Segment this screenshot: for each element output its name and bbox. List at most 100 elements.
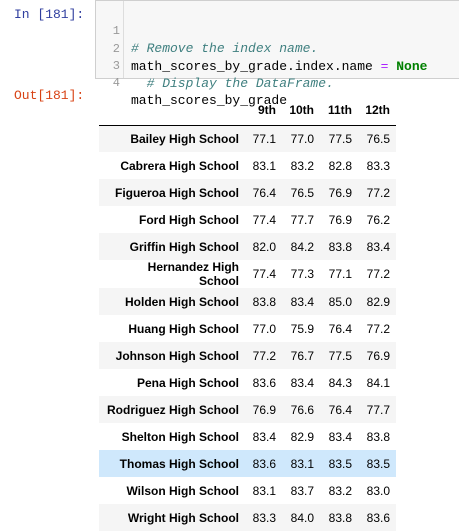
row-index-label: Hernandez High School bbox=[147, 260, 239, 288]
table-cell: 76.2 bbox=[366, 212, 390, 227]
code-line: 2 math_scores_by_grade.index.name = None bbox=[96, 24, 428, 74]
table-cell: 83.3 bbox=[252, 510, 276, 525]
table-cell: 83.6 bbox=[252, 456, 276, 471]
table-row: Figueroa High School 76.4 76.5 76.9 77.2 bbox=[99, 179, 396, 206]
code-text: # Display the DataFrame. bbox=[131, 75, 334, 92]
table-cell: 77.2 bbox=[366, 321, 390, 336]
table-cell: 83.5 bbox=[328, 456, 352, 471]
table-cell: 83.4 bbox=[290, 294, 314, 309]
table-cell: 77.5 bbox=[328, 348, 352, 363]
table-row: Holden High School 83.8 83.4 85.0 82.9 bbox=[99, 288, 396, 315]
row-index-label: Rodriguez High School bbox=[107, 402, 239, 417]
table-cell: 83.3 bbox=[366, 158, 390, 173]
table-cell: 76.6 bbox=[290, 402, 314, 417]
row-index-label: Wilson High School bbox=[126, 483, 239, 498]
code-text: math_scores_by_grade.index.name = None bbox=[131, 58, 427, 75]
column-header: 11th bbox=[320, 96, 358, 126]
table-cell: 83.6 bbox=[366, 510, 390, 525]
table-row: Ford High School 77.4 77.7 76.9 76.2 bbox=[99, 206, 396, 233]
code-line: 1 # Remove the index name. bbox=[96, 6, 318, 56]
table-row: Cabrera High School 83.1 83.2 82.8 83.3 bbox=[99, 152, 396, 179]
table-cell: 77.4 bbox=[252, 212, 276, 227]
dataframe-table: 9th 10th 11th 12th Bailey High School 77.… bbox=[99, 96, 396, 531]
input-prompt: In [181]: bbox=[14, 7, 85, 22]
line-number: 1 bbox=[112, 24, 120, 38]
code-cell[interactable]: 1 # Remove the index name. 2 math_scores… bbox=[95, 0, 459, 108]
table-cell: 83.5 bbox=[366, 456, 390, 471]
row-index-label: Ford High School bbox=[139, 212, 239, 227]
row-index-label: Pena High School bbox=[136, 375, 239, 390]
column-header: 9th bbox=[245, 96, 282, 126]
table-cell: 77.3 bbox=[290, 267, 314, 281]
table-cell: 82.9 bbox=[290, 429, 314, 444]
table-cell: 76.9 bbox=[328, 185, 352, 200]
table-row: Thomas High School 83.6 83.1 83.5 83.5 bbox=[99, 450, 396, 477]
table-row: Johnson High School 77.2 76.7 77.5 76.9 bbox=[99, 342, 396, 369]
header-row: 9th 10th 11th 12th bbox=[99, 96, 396, 126]
code-statement: math_scores_by_grade.index.name bbox=[131, 59, 381, 74]
table-cell: 83.2 bbox=[328, 483, 352, 498]
table-cell: 83.2 bbox=[290, 158, 314, 173]
row-index-label: Johnson High School bbox=[115, 348, 239, 363]
table-cell: 77.0 bbox=[252, 321, 276, 336]
table-cell: 76.9 bbox=[366, 348, 390, 363]
row-index-label: Huang High School bbox=[128, 321, 239, 336]
row-index-label: Griffin High School bbox=[129, 239, 239, 254]
output-prompt: Out[181]: bbox=[14, 88, 85, 103]
table-row: Huang High School 77.0 75.9 76.4 77.2 bbox=[99, 315, 396, 342]
line-number: 4 bbox=[112, 76, 120, 90]
column-header: 10th bbox=[282, 96, 320, 126]
table-cell: 85.0 bbox=[328, 294, 352, 309]
table-cell: 83.8 bbox=[252, 294, 276, 309]
table-cell: 83.8 bbox=[366, 429, 390, 444]
table-cell: 77.5 bbox=[328, 131, 352, 146]
table-cell: 82.0 bbox=[252, 239, 276, 254]
table-cell: 76.4 bbox=[328, 321, 352, 336]
table-cell: 77.2 bbox=[366, 267, 390, 281]
table-cell: 76.4 bbox=[328, 402, 352, 417]
table-cell: 83.1 bbox=[252, 483, 276, 498]
table-cell: 83.4 bbox=[252, 429, 276, 444]
table-cell: 82.8 bbox=[328, 158, 352, 173]
table-row: Griffin High School 82.0 84.2 83.8 83.4 bbox=[99, 233, 396, 260]
table-cell: 84.3 bbox=[328, 375, 352, 390]
line-number: 2 bbox=[112, 42, 120, 56]
row-index-label: Shelton High School bbox=[121, 429, 239, 444]
row-index-label: Wright High School bbox=[127, 510, 239, 525]
code-operator: = bbox=[380, 59, 389, 74]
table-cell: 83.0 bbox=[366, 483, 390, 498]
line-number: 3 bbox=[112, 59, 120, 73]
table-cell: 76.9 bbox=[252, 402, 276, 417]
table-cell: 76.4 bbox=[252, 185, 276, 200]
table-cell: 76.9 bbox=[328, 212, 352, 227]
table-cell: 76.7 bbox=[290, 348, 314, 363]
table-cell: 76.5 bbox=[366, 131, 390, 146]
code-comment: # Display the DataFrame. bbox=[131, 76, 334, 91]
table-cell: 75.9 bbox=[290, 321, 314, 336]
row-index-label: Holden High School bbox=[125, 294, 239, 309]
table-cell: 84.0 bbox=[290, 510, 314, 525]
row-index-label: Cabrera High School bbox=[120, 158, 239, 173]
code-text: # Remove the index name. bbox=[131, 40, 318, 57]
row-index-label: Bailey High School bbox=[130, 131, 239, 146]
code-line: 4 math_scores_by_grade bbox=[96, 58, 287, 108]
table-cell: 83.8 bbox=[328, 510, 352, 525]
table-cell: 83.4 bbox=[328, 429, 352, 444]
table-cell: 77.1 bbox=[252, 131, 276, 146]
table-cell: 83.1 bbox=[290, 456, 314, 471]
table-cell: 83.4 bbox=[290, 375, 314, 390]
table-cell: 77.7 bbox=[366, 402, 390, 417]
table-cell: 83.6 bbox=[252, 375, 276, 390]
gutter-separator bbox=[123, 1, 124, 78]
table-row: Wright High School 83.3 84.0 83.8 83.6 bbox=[99, 504, 396, 531]
table-cell: 77.1 bbox=[328, 267, 352, 281]
table-cell: 83.1 bbox=[252, 158, 276, 173]
table-cell: 77.4 bbox=[252, 267, 276, 281]
table-row: Rodriguez High School 76.9 76.6 76.4 77.7 bbox=[99, 396, 396, 423]
table-cell: 76.5 bbox=[290, 185, 314, 200]
table-cell: 77.2 bbox=[366, 185, 390, 200]
table-cell: 83.7 bbox=[290, 483, 314, 498]
code-line: 3 # Display the DataFrame. bbox=[96, 41, 334, 91]
row-index-label: Thomas High School bbox=[119, 456, 239, 471]
table-cell: 83.8 bbox=[328, 239, 352, 254]
